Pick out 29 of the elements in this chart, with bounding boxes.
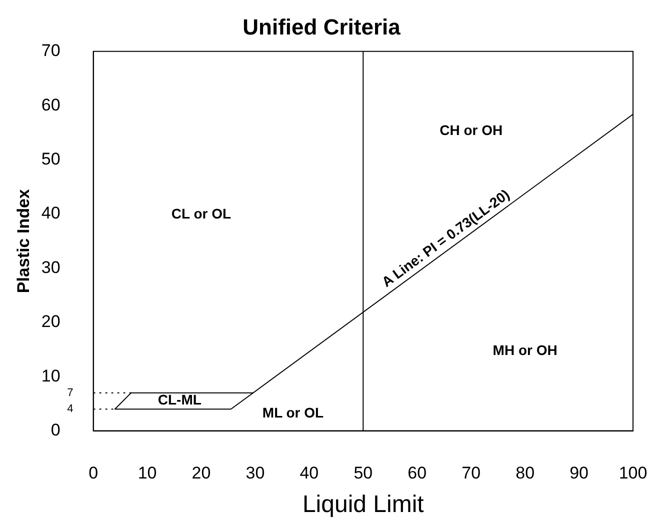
annotation: CL-ML (158, 391, 202, 408)
x-tick-label: 0 (88, 464, 98, 483)
chart-title: Unified Criteria (242, 14, 402, 40)
y-tick-label: 20 (41, 312, 60, 332)
y-tick-label: 30 (41, 258, 60, 277)
x-tick-label: 90 (570, 464, 588, 483)
x-tick-label: 40 (300, 464, 319, 483)
x-tick-label: 10 (138, 464, 157, 483)
x-tick-label: 60 (408, 464, 427, 483)
y-tick-label: 60 (41, 95, 60, 114)
annotation: ML or OL (262, 404, 324, 421)
annotation: 4 (67, 403, 74, 416)
x-tick-label: 80 (516, 464, 535, 483)
y-tick-label: 0 (50, 420, 60, 440)
annotation: CL or OL (171, 205, 232, 222)
x-tick-label: 100 (618, 464, 648, 483)
y-tick-label: 40 (41, 204, 60, 223)
y-tick-label: 50 (41, 149, 60, 168)
y-tick-label: 10 (41, 366, 60, 386)
x-tick-label: 70 (462, 464, 481, 483)
y-axis-title: Plastic Index (14, 188, 33, 294)
annotation: 7 (67, 386, 74, 399)
x-tick-label: 50 (354, 464, 373, 483)
x-tick-label: 30 (246, 464, 265, 483)
x-axis-title: Liquid Limit (302, 491, 424, 518)
annotation: MH or OH (492, 342, 558, 358)
x-tick-label: 20 (192, 464, 211, 483)
y-tick-label: 70 (41, 41, 60, 60)
annotation: CH or OH (440, 122, 503, 138)
